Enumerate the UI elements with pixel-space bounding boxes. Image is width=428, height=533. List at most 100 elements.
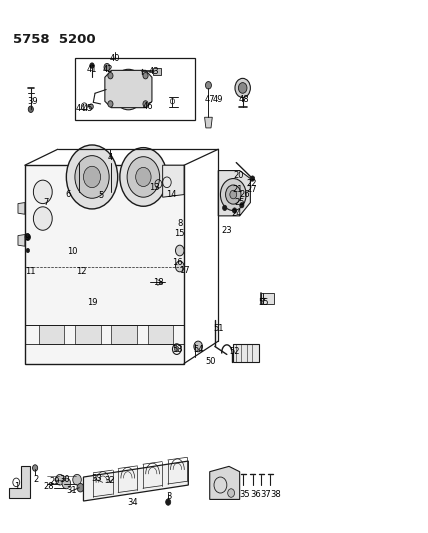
Text: 30: 30 [60,475,70,484]
Circle shape [73,474,81,485]
Circle shape [33,207,52,230]
Text: 47: 47 [205,95,215,104]
Circle shape [56,474,64,485]
Text: 55: 55 [258,298,268,307]
Text: 22: 22 [246,180,256,188]
Text: 16: 16 [172,258,183,266]
Circle shape [233,189,238,195]
Circle shape [90,63,94,68]
Circle shape [75,156,109,198]
Circle shape [33,180,52,204]
Text: 19: 19 [87,298,97,307]
Circle shape [108,101,113,107]
Polygon shape [261,293,274,304]
Text: 5: 5 [98,191,103,200]
Circle shape [250,176,255,181]
Circle shape [223,205,227,211]
Text: 41: 41 [86,65,97,74]
Text: 27: 27 [246,185,256,193]
Circle shape [226,185,241,204]
Polygon shape [105,70,152,108]
Text: 40: 40 [110,54,120,63]
Text: 38: 38 [270,490,282,498]
Text: 29: 29 [49,478,59,486]
Circle shape [28,106,33,112]
Circle shape [175,245,184,256]
Bar [233,344,259,362]
Circle shape [136,167,151,187]
Text: 28: 28 [43,482,54,490]
Text: 36: 36 [250,490,262,498]
Text: 3: 3 [166,492,172,501]
Polygon shape [205,117,212,128]
Polygon shape [218,171,250,216]
Circle shape [89,104,93,109]
Text: 32: 32 [104,477,114,485]
Polygon shape [163,165,184,197]
Circle shape [122,81,135,98]
Text: 43: 43 [149,68,159,76]
Text: 20: 20 [234,172,244,180]
Polygon shape [18,235,25,246]
Circle shape [194,341,202,352]
Polygon shape [148,325,173,344]
Circle shape [220,179,246,211]
Text: 25: 25 [235,198,245,207]
Circle shape [240,184,244,189]
Text: 15: 15 [175,229,185,238]
Text: 21: 21 [233,185,243,193]
Text: 2: 2 [34,475,39,484]
Text: 37: 37 [260,490,271,498]
Circle shape [66,145,118,209]
Text: 33: 33 [91,474,102,483]
Polygon shape [75,325,101,344]
Circle shape [127,157,160,197]
Circle shape [26,248,30,253]
Circle shape [143,72,148,79]
Circle shape [230,190,237,199]
Text: 6: 6 [66,190,71,198]
Bar [153,68,161,75]
Circle shape [116,75,140,104]
Text: 13: 13 [149,183,159,192]
Text: 26: 26 [239,190,250,199]
Polygon shape [39,325,64,344]
Text: 52: 52 [229,348,240,356]
Text: 34: 34 [128,498,138,506]
Circle shape [104,63,110,71]
Circle shape [77,483,84,492]
Text: 4: 4 [108,153,113,161]
Circle shape [112,69,145,110]
Bar [75,58,195,120]
Polygon shape [25,165,184,364]
Circle shape [25,234,30,240]
Circle shape [228,489,235,497]
Circle shape [238,83,247,93]
Text: 35: 35 [240,490,250,498]
Text: 50: 50 [205,357,216,366]
Circle shape [143,101,148,107]
Text: 1: 1 [15,482,20,491]
Circle shape [108,72,113,79]
Polygon shape [18,203,25,214]
Circle shape [62,478,71,489]
Text: 18: 18 [153,278,163,287]
Text: 17: 17 [179,266,189,275]
Text: 7: 7 [43,198,48,207]
Circle shape [205,82,211,89]
Text: 49: 49 [213,95,223,104]
Circle shape [235,78,250,98]
Text: 24: 24 [232,209,242,217]
Text: 53: 53 [172,345,183,353]
Text: 31: 31 [66,486,77,495]
Text: 5758  5200: 5758 5200 [13,33,95,46]
Text: 48: 48 [239,95,249,104]
Circle shape [83,166,101,188]
Circle shape [33,465,38,471]
Text: 14: 14 [166,190,176,199]
Circle shape [166,499,171,505]
Text: 51: 51 [213,325,223,333]
Text: 11: 11 [26,268,36,276]
Text: 42: 42 [103,65,113,74]
Circle shape [175,261,184,272]
